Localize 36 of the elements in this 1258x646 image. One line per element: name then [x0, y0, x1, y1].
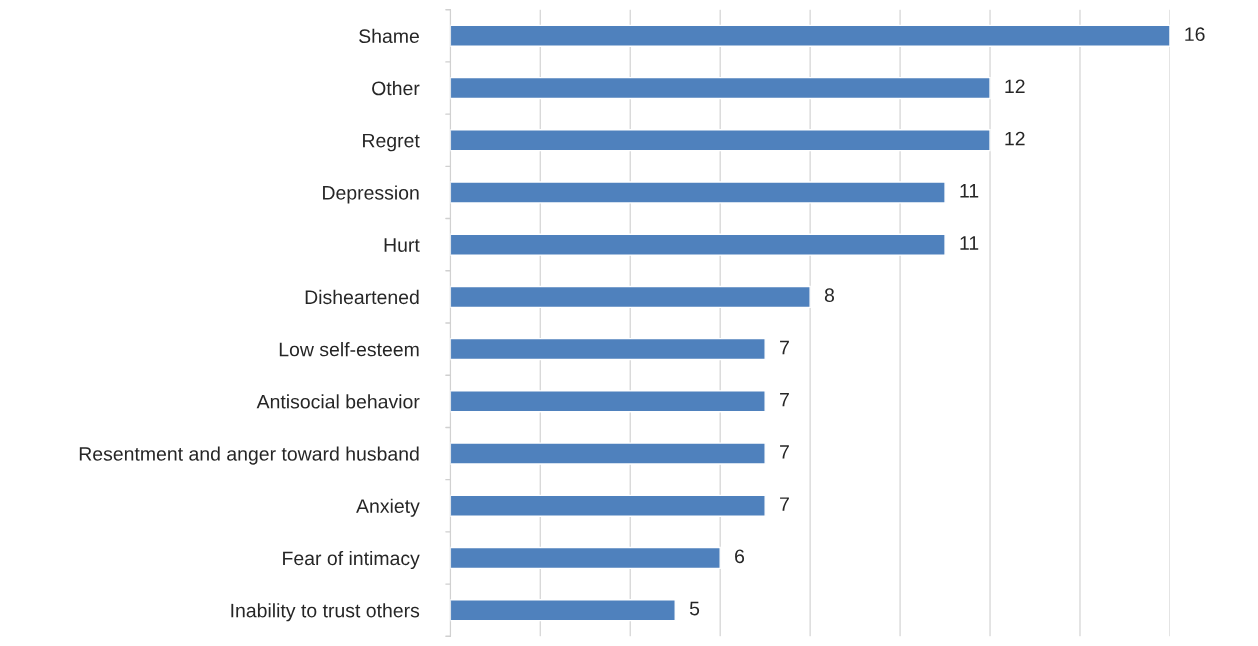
bar — [450, 285, 811, 309]
bar — [450, 181, 946, 204]
bar — [450, 24, 1170, 47]
data-label: 12 — [1005, 79, 1025, 94]
data-label: 7 — [780, 497, 789, 511]
data-label: 11 — [960, 184, 979, 198]
y-tick-label: Anxiety — [356, 498, 420, 517]
y-tick-label: Other — [372, 80, 420, 96]
y-tick-label: Low self-esteem — [279, 342, 419, 357]
data-label: 16 — [1185, 27, 1205, 42]
bar — [450, 494, 766, 517]
data-label: 11 — [960, 236, 979, 250]
bar — [450, 76, 991, 100]
y-tick-label: Depression — [323, 185, 419, 204]
bar — [450, 599, 676, 622]
y-tick-label: Regret — [363, 133, 420, 152]
bar — [450, 546, 721, 570]
y-tick-label: Shame — [359, 28, 419, 44]
data-label: 5 — [689, 601, 700, 616]
data-label: 7 — [780, 340, 789, 355]
data-label: 7 — [780, 445, 789, 459]
data-label: 7 — [780, 392, 789, 407]
data-label: 6 — [735, 549, 745, 564]
bar — [450, 233, 946, 256]
y-tick-label: Hurt — [384, 238, 420, 252]
y-tick-label: Fear of intimacy — [283, 550, 420, 570]
bar — [450, 390, 766, 413]
y-tick-label: Resentment and anger toward husband — [79, 446, 419, 465]
data-label: 8 — [824, 288, 835, 303]
bar — [450, 129, 991, 152]
y-tick-label: Disheartened — [305, 289, 419, 305]
bar — [450, 442, 766, 465]
data-label: 12 — [1005, 131, 1025, 146]
y-tick-label: Antisocial behavior — [256, 394, 420, 409]
y-tick-label: Inability to trust others — [231, 603, 420, 622]
bar — [450, 337, 766, 361]
